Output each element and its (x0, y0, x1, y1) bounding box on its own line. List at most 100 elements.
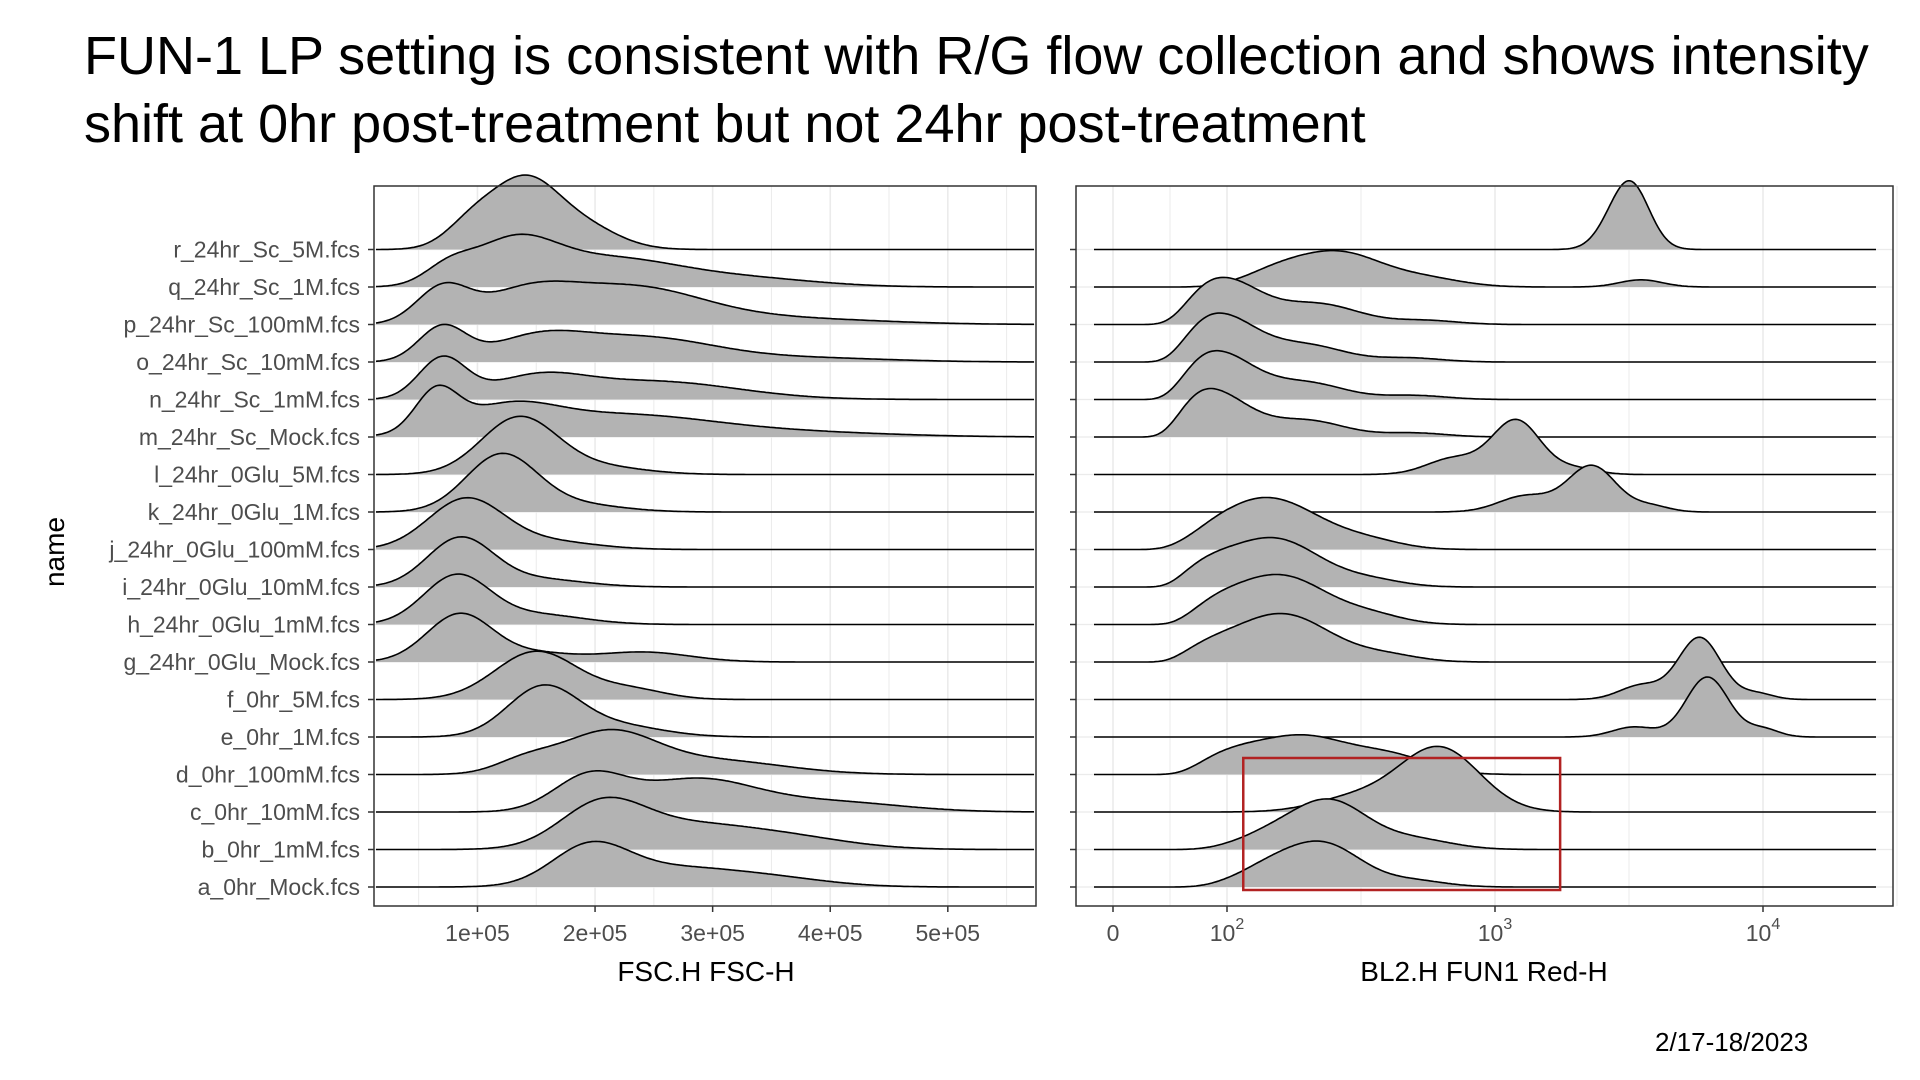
fun1-ridge-fill-d_0hr_100mM.fcs (1094, 734, 1876, 775)
fsc-ridge-line-c_0hr_10mM.fcs (376, 770, 1034, 813)
fsc-ridge-line-d_0hr_100mM.fcs (376, 728, 1034, 776)
fun1-x-tick-label: 103 (1478, 916, 1513, 946)
y-tick-label: e_0hr_1M.fcs (221, 724, 360, 750)
fun1-ridge-line-a_0hr_Mock.fcs (1094, 840, 1876, 888)
fun1-ridge-line-m_24hr_Sc_Mock.fcs (1094, 387, 1876, 438)
y-tick-label: g_24hr_0Glu_Mock.fcs (123, 649, 360, 675)
fun1-ridge-fill-a_0hr_Mock.fcs (1094, 841, 1876, 887)
fun1-ridge-line-b_0hr_1mM.fcs (1094, 798, 1876, 851)
fsc-x-tick-label: 2e+05 (563, 920, 628, 946)
fun1-x-tick-label: 102 (1210, 916, 1245, 946)
y-tick-label: n_24hr_Sc_1mM.fcs (149, 387, 360, 413)
fun1-panel: 0 102 103 104 (1070, 180, 1898, 946)
fsc-panel: 1e+05 2e+05 3e+05 4e+05 5e+05 a_0hr_Mock.fcs b… (108, 174, 1037, 946)
fun1-ridge-line-d_0hr_100mM.fcs (1094, 734, 1876, 776)
fun1-x-tick-exponent: 4 (1771, 916, 1780, 933)
fsc-ridge-fill-o_24hr_Sc_10mM.fcs (376, 324, 1034, 362)
fun1-ridge-fill-l_24hr_0Glu_5M.fcs (1094, 419, 1876, 475)
fsc-ridge-line-g_24hr_0Glu_Mock.fcs (375, 612, 1034, 663)
fsc-ridge-fill-k_24hr_0Glu_1M.fcs (376, 453, 1034, 512)
y-tick-label: p_24hr_Sc_100mM.fcs (123, 312, 360, 338)
fsc-ridge-line-b_0hr_1mM.fcs (376, 796, 1034, 851)
fun1-x-tick-label: 104 (1746, 916, 1781, 946)
fsc-ridge-line-r_24hr_Sc_5M.fcs (376, 174, 1034, 251)
fun1-ridge-fill-b_0hr_1mM.fcs (1094, 798, 1876, 850)
fun1-ridge-fill-j_24hr_0Glu_100mM.fcs (1094, 497, 1876, 550)
fsc-ridge-fill-p_24hr_Sc_100mM.fcs (376, 281, 1034, 325)
fsc-ridge-fill-l_24hr_0Glu_5M.fcs (376, 416, 1034, 475)
slide-date: 2/17-18/2023 (1655, 1027, 1809, 1057)
y-tick-label: h_24hr_0Glu_1mM.fcs (127, 612, 360, 638)
fsc-ridge-fill-a_0hr_Mock.fcs (376, 841, 1034, 887)
fun1-ridge-line-c_0hr_10mM.fcs (1094, 745, 1876, 813)
y-tick-label: l_24hr_0Glu_5M.fcs (154, 462, 360, 488)
fsc-ridge-line-a_0hr_Mock.fcs (376, 840, 1034, 888)
y-tick-label: k_24hr_0Glu_1M.fcs (148, 499, 360, 525)
fun1-ridge-fill-n_24hr_Sc_1mM.fcs (1094, 350, 1876, 400)
y-tick-label: c_0hr_10mM.fcs (190, 799, 360, 825)
fun1-ridge-line-e_0hr_1M.fcs (1094, 676, 1876, 738)
fsc-ridge-line-l_24hr_0Glu_5M.fcs (375, 415, 1034, 476)
fsc-x-tick-label: 5e+05 (916, 920, 981, 946)
fsc-ridge-line-p_24hr_Sc_100mM.fcs (375, 280, 1034, 326)
y-tick-label: f_0hr_5M.fcs (227, 687, 360, 713)
fsc-panel-border (373, 185, 1037, 907)
fsc-ridge-line-j_24hr_0Glu_100mM.fcs (375, 496, 1034, 551)
y-tick-label: o_24hr_Sc_10mM.fcs (136, 349, 360, 375)
fsc-ridge-line-i_24hr_0Glu_10mM.fcs (375, 535, 1034, 588)
fsc-x-tick-label: 3e+05 (680, 920, 745, 946)
fun1-x-tick-base: 10 (1210, 920, 1236, 946)
fun1-ridge-fill-q_24hr_Sc_1M.fcs (1094, 250, 1876, 287)
fun1-ridge-line-n_24hr_Sc_1mM.fcs (1094, 349, 1876, 401)
fun1-ridge-line-l_24hr_0Glu_5M.fcs (1094, 418, 1876, 476)
fun1-ridge-fill-m_24hr_Sc_Mock.fcs (1094, 388, 1876, 437)
highlight-box (1242, 756, 1562, 892)
fsc-ridge-fill-q_24hr_Sc_1M.fcs (376, 234, 1034, 287)
fun1-x-tick-exponent: 2 (1235, 916, 1244, 933)
y-tick-label: q_24hr_Sc_1M.fcs (168, 274, 360, 300)
fsc-ridge-line-n_24hr_Sc_1mM.fcs (375, 355, 1034, 401)
y-tick-label: a_0hr_Mock.fcs (198, 874, 360, 900)
fun1-ridge-fill-i_24hr_0Glu_10mM.fcs (1094, 537, 1876, 587)
fun1-ridge-fill-o_24hr_Sc_10mM.fcs (1094, 313, 1876, 362)
fsc-ridge-fill-j_24hr_0Glu_100mM.fcs (376, 497, 1034, 550)
y-axis-title: name (39, 517, 70, 587)
fun1-ridge-fill-h_24hr_0Glu_1mM.fcs (1094, 574, 1876, 625)
fsc-ridge-line-o_24hr_Sc_10mM.fcs (375, 323, 1034, 363)
fsc-ridge-line-k_24hr_0Glu_1M.fcs (376, 452, 1034, 513)
fun1-ridge-fill-g_24hr_0Glu_Mock.fcs (1094, 613, 1876, 662)
slide-title: FUN-1 LP setting is consistent with R/G … (84, 26, 1869, 154)
fsc-ridge-fill-d_0hr_100mM.fcs (376, 729, 1034, 775)
fsc-ridge-line-q_24hr_Sc_1M.fcs (375, 233, 1034, 288)
fun1-panel-border (1075, 185, 1894, 907)
fsc-x-axis-title: FSC.H FSC-H (617, 956, 794, 987)
fsc-ridge-line-f_0hr_5M.fcs (376, 650, 1034, 701)
fun1-ridge-line-h_24hr_0Glu_1mM.fcs (1094, 573, 1876, 626)
y-tick-label: j_24hr_0Glu_100mM.fcs (108, 537, 360, 563)
fun1-ridge-line-j_24hr_0Glu_100mM.fcs (1094, 496, 1876, 551)
fun1-x-tick-base: 10 (1478, 920, 1504, 946)
fsc-ridge-fill-e_0hr_1M.fcs (376, 684, 1034, 737)
fsc-x-tick-label: 4e+05 (798, 920, 863, 946)
fsc-ridge-fill-b_0hr_1mM.fcs (376, 797, 1034, 850)
fun1-x-tick-base: 0 (1107, 920, 1120, 946)
y-tick-label: d_0hr_100mM.fcs (176, 762, 360, 788)
fun1-ridge-fill-e_0hr_1M.fcs (1094, 677, 1876, 737)
fun1-x-tick-base: 10 (1746, 920, 1772, 946)
y-tick-label: r_24hr_Sc_5M.fcs (173, 237, 360, 263)
fun1-ridge-line-i_24hr_0Glu_10mM.fcs (1094, 536, 1876, 588)
fun1-ridge-line-f_0hr_5M.fcs (1094, 636, 1876, 701)
y-tick-label: m_24hr_Sc_Mock.fcs (139, 424, 360, 450)
fsc-ridge-line-m_24hr_Sc_Mock.fcs (375, 384, 1034, 438)
fun1-x-tick-label: 0 (1107, 920, 1120, 946)
y-tick-label: i_24hr_0Glu_10mM.fcs (122, 574, 360, 600)
fsc-ridge-line-e_0hr_1M.fcs (376, 684, 1034, 738)
fun1-ridge-line-r_24hr_Sc_5M.fcs (1094, 180, 1876, 251)
fsc-ridge-fill-c_0hr_10mM.fcs (376, 770, 1034, 812)
fun1-x-axis-title: BL2.H FUN1 Red-H (1360, 956, 1607, 987)
fun1-x-tick-exponent: 3 (1503, 916, 1512, 933)
fsc-ridge-fill-h_24hr_0Glu_1mM.fcs (376, 574, 1034, 625)
fun1-ridge-fill-f_0hr_5M.fcs (1094, 637, 1876, 700)
fsc-x-tick-label: 1e+05 (445, 920, 510, 946)
